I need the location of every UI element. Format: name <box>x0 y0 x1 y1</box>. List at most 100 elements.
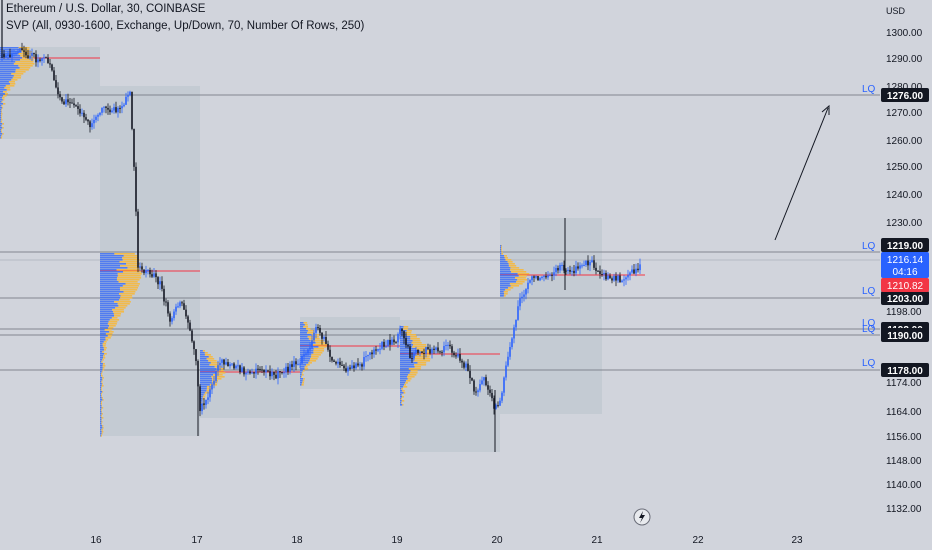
candle-body <box>83 113 85 117</box>
vp-bar-up <box>1 115 2 117</box>
candle-body <box>87 120 89 122</box>
vp-bar-up <box>308 362 312 364</box>
candle-body <box>635 269 637 274</box>
vp-bar-down <box>400 384 404 386</box>
candle-body <box>321 333 323 339</box>
candle-body <box>5 56 7 57</box>
vp-bar-up <box>205 392 209 394</box>
candle-body <box>489 390 491 393</box>
candle-body <box>163 289 165 302</box>
vp-bar-up <box>301 376 302 378</box>
trend-arrow-drawing[interactable] <box>775 106 829 240</box>
vp-bar-down <box>100 397 102 399</box>
vp-bar-down <box>100 285 123 287</box>
candle-body <box>433 349 435 350</box>
vp-bar-up <box>117 269 141 271</box>
vp-bar-down <box>0 79 11 81</box>
candle-body <box>261 370 263 371</box>
vp-bar-down <box>500 249 501 251</box>
vp-bar-down <box>400 394 401 396</box>
candle-body <box>585 261 587 265</box>
time-axis[interactable]: 16 17 18 19 20 21 22 23 <box>90 535 803 546</box>
vp-bar-up <box>1 125 2 127</box>
vp-bar-down <box>200 388 207 390</box>
vp-bar-down <box>0 77 13 79</box>
candle-body <box>307 350 309 354</box>
vp-bar-up <box>120 287 138 289</box>
vp-bar-up <box>120 297 132 299</box>
candle-body <box>619 276 621 283</box>
price-tick-label: 1270.00 <box>886 108 923 119</box>
vp-bar-up <box>318 346 326 348</box>
candle-body <box>491 393 493 398</box>
candle-body <box>231 363 233 364</box>
vp-bar-up <box>314 348 324 350</box>
vp-bar-down <box>400 370 411 372</box>
candle-body <box>421 352 423 353</box>
vp-bar-down <box>200 382 212 384</box>
candle-body <box>31 53 33 56</box>
price-tick-label: 1148.00 <box>886 456 922 467</box>
vp-bar-down <box>100 261 120 263</box>
candle-body <box>11 54 13 58</box>
candle-body <box>343 366 345 369</box>
vp-bar-down <box>100 435 101 437</box>
candle-body <box>471 378 473 380</box>
lightning-icon[interactable] <box>634 509 650 525</box>
vp-bar-down <box>200 368 217 370</box>
vp-bar-up <box>306 328 310 330</box>
candle-body <box>557 268 559 270</box>
vp-bar-down <box>100 413 102 415</box>
candle-body <box>13 53 15 54</box>
candle-body <box>419 352 421 353</box>
candle-body <box>33 53 35 54</box>
vp-bar-up <box>1 113 2 115</box>
vp-bar-up <box>1 117 2 119</box>
candle-body <box>541 277 543 278</box>
vp-bar-down <box>100 315 114 317</box>
last-price-value: 1216.14 <box>887 255 924 266</box>
vp-bar-down <box>100 429 101 431</box>
candle-body <box>49 63 51 64</box>
candle-body <box>171 318 173 322</box>
candle-body <box>397 334 399 342</box>
indicator-title[interactable]: SVP (All, 0930-1600, Exchange, Up/Down, … <box>6 20 364 32</box>
vp-bar-down <box>100 333 106 335</box>
level-price-text: 1203.00 <box>887 294 924 305</box>
vp-bar-up <box>103 343 106 345</box>
candle-body <box>455 355 457 356</box>
vp-bar-down <box>200 370 215 372</box>
vp-bar-up <box>205 352 208 354</box>
candle-body <box>303 355 305 356</box>
vp-bar-up <box>208 360 216 362</box>
vp-bar-up <box>13 77 21 79</box>
vp-bar-down <box>0 127 2 129</box>
vp-bar-down <box>100 269 117 271</box>
candle-body <box>79 109 81 114</box>
vp-bar-down <box>500 269 510 271</box>
vp-bar-up <box>105 337 110 339</box>
vp-bar-down <box>100 433 101 435</box>
vp-bar-up <box>102 427 103 429</box>
vp-bar-up <box>1 119 2 121</box>
vp-bar-down <box>100 367 103 369</box>
price-tick-label: 1250.00 <box>886 162 923 173</box>
symbol-title[interactable]: Ethereum / U.S. Dollar, 30, COINBASE <box>6 3 205 15</box>
candle-body <box>559 265 561 270</box>
candle-body <box>9 55 11 58</box>
candle-body <box>567 270 569 271</box>
vp-bar-down <box>100 379 102 381</box>
vp-bar-down <box>0 99 3 101</box>
candle-body <box>39 59 41 60</box>
vp-bar-down <box>500 281 516 283</box>
candle-body <box>475 391 477 392</box>
vp-bar-up <box>101 411 102 413</box>
candle-body <box>611 278 613 280</box>
candle-body <box>375 349 377 350</box>
vp-bar-down <box>300 384 302 386</box>
vp-bar-down <box>500 253 501 255</box>
vp-bar-down <box>100 345 103 347</box>
vp-bar-down <box>500 257 505 259</box>
